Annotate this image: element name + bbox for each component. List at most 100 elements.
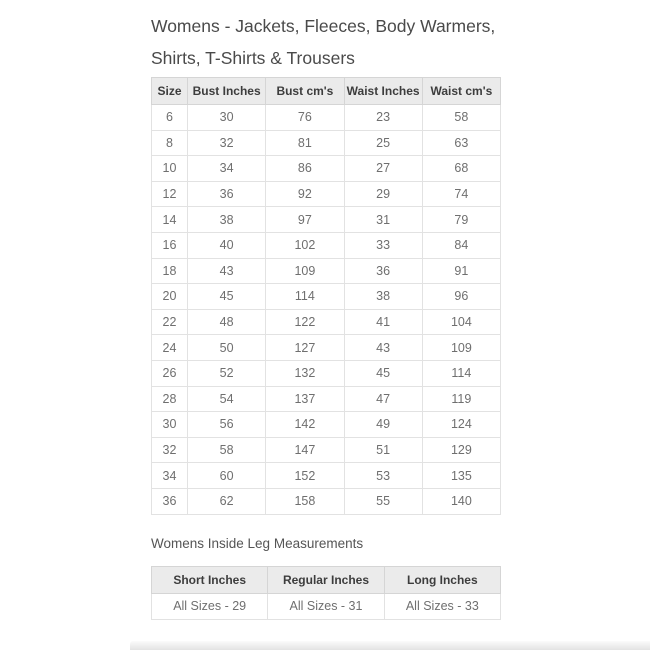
table-cell: 53 xyxy=(343,462,423,489)
table-cell: 8 xyxy=(151,129,188,157)
table-row: 10 34 86 27 68 xyxy=(151,155,502,182)
table-cell: 58 xyxy=(186,436,267,464)
table-cell: All Sizes - 33 xyxy=(383,592,502,620)
table-cell: 30 xyxy=(151,411,188,438)
table-cell: 142 xyxy=(265,411,345,438)
table-cell: 74 xyxy=(421,180,502,208)
table-cell: 34 xyxy=(186,155,267,182)
table-cell: 147 xyxy=(265,436,345,464)
table-cell: 104 xyxy=(421,308,502,336)
table-cell: 68 xyxy=(421,155,502,182)
table-row: 26 52 132 45 114 xyxy=(151,359,502,387)
inside-leg-heading: Womens Inside Leg Measurements xyxy=(151,535,364,551)
table-row: 30 56 142 49 124 xyxy=(151,411,502,438)
table-cell: 14 xyxy=(151,206,188,233)
inside-leg-measurements-table: Short Inches Regular Inches Long Inches All… xyxy=(150,565,502,620)
table-cell: 76 xyxy=(265,104,345,131)
size-guide-page: Womens - Jackets, Fleeces, Body Warmers,… xyxy=(150,10,502,620)
column-header: Bust Inches xyxy=(186,77,267,105)
table-cell: 24 xyxy=(151,334,188,361)
table-cell: 20 xyxy=(151,283,188,310)
column-header: Long Inches xyxy=(383,565,502,594)
table-cell: 18 xyxy=(151,257,188,285)
column-header: Size xyxy=(151,77,188,105)
womens-size-chart-table: Size Bust Inches Bust cm's Waist Inches Wais… xyxy=(151,77,502,515)
table-cell: 38 xyxy=(186,206,267,233)
table-cell: 129 xyxy=(421,436,502,464)
table-cell: 135 xyxy=(421,462,502,489)
header-row: Size Bust Inches Bust cm's Waist Inches Wais… xyxy=(151,77,502,105)
table-row: 36 62 158 55 140 xyxy=(151,487,502,515)
table-cell: 25 xyxy=(343,129,423,157)
table-cell: 23 xyxy=(343,104,423,131)
table-cell: 43 xyxy=(343,334,423,361)
table-cell: 137 xyxy=(265,385,345,413)
table-cell: 51 xyxy=(343,436,423,464)
table-cell: 132 xyxy=(265,359,345,387)
table-row: 34 60 152 53 135 xyxy=(151,462,502,489)
table-cell: 31 xyxy=(343,206,423,233)
table-row: 8 32 81 25 63 xyxy=(151,129,502,157)
table-cell: 32 xyxy=(186,129,267,157)
table-cell: 36 xyxy=(151,487,188,515)
table-cell: 36 xyxy=(186,180,267,208)
table-cell: 58 xyxy=(421,104,502,131)
table-cell: All Sizes - 31 xyxy=(267,592,385,620)
table-cell: 26 xyxy=(151,359,188,387)
table-cell: 30 xyxy=(186,104,267,131)
page-title-line-2: Shirts, T-Shirts & Trousers xyxy=(151,48,355,68)
table-cell: 140 xyxy=(421,487,502,515)
table-cell: 41 xyxy=(343,308,423,336)
page-title: Womens - Jackets, Fleeces, Body Warmers,… xyxy=(151,10,581,74)
table-cell: 84 xyxy=(421,231,502,259)
table-cell: 52 xyxy=(186,359,267,387)
table-cell: 60 xyxy=(186,462,267,489)
table-cell: 109 xyxy=(421,334,502,361)
next-section-edge xyxy=(130,641,650,650)
table-cell: 45 xyxy=(186,283,267,310)
table-cell: 124 xyxy=(421,411,502,438)
table-row: 6 30 76 23 58 xyxy=(151,104,502,131)
table-cell: 158 xyxy=(265,487,345,515)
table-row: 12 36 92 29 74 xyxy=(151,180,502,208)
table-cell: 45 xyxy=(343,359,423,387)
table-cell: 47 xyxy=(343,385,423,413)
table-cell: 56 xyxy=(186,411,267,438)
column-header: Bust cm's xyxy=(265,77,345,105)
table-cell: 38 xyxy=(343,283,423,310)
page-title-line-1: Womens - Jackets, Fleeces, Body Warmers, xyxy=(151,16,496,36)
column-header: Waist Inches xyxy=(343,77,423,105)
table-cell: 10 xyxy=(151,155,188,182)
column-header: Waist cm's xyxy=(421,77,502,105)
table-cell: 16 xyxy=(151,231,188,259)
table-cell: 28 xyxy=(151,385,188,413)
table-row: All Sizes - 29 All Sizes - 31 All Sizes - … xyxy=(150,592,502,620)
table-cell: 96 xyxy=(421,283,502,310)
table-cell: 97 xyxy=(265,206,345,233)
table-cell: 114 xyxy=(265,283,345,310)
table-row: 32 58 147 51 129 xyxy=(151,436,502,464)
table-cell: 54 xyxy=(186,385,267,413)
table-cell: 119 xyxy=(421,385,502,413)
table-cell: 86 xyxy=(265,155,345,182)
table-cell: 92 xyxy=(265,180,345,208)
table-cell: 114 xyxy=(421,359,502,387)
table-cell: 43 xyxy=(186,257,267,285)
column-header: Short Inches xyxy=(150,565,269,594)
table-cell: 63 xyxy=(421,129,502,157)
table-cell: 55 xyxy=(343,487,423,515)
header-row: Short Inches Regular Inches Long Inches xyxy=(150,565,502,594)
table-row: 28 54 137 47 119 xyxy=(151,385,502,413)
table-row: 22 48 122 41 104 xyxy=(151,308,502,336)
table-cell: 62 xyxy=(186,487,267,515)
column-header: Regular Inches xyxy=(267,565,385,594)
table-cell: 6 xyxy=(151,104,188,131)
table-row: 18 43 109 36 91 xyxy=(151,257,502,285)
table-cell: 79 xyxy=(421,206,502,233)
table-cell: 33 xyxy=(343,231,423,259)
table-row: 24 50 127 43 109 xyxy=(151,334,502,361)
table-cell: 81 xyxy=(265,129,345,157)
table-cell: 102 xyxy=(265,231,345,259)
table-row: 16 40 102 33 84 xyxy=(151,231,502,259)
table-cell: 40 xyxy=(186,231,267,259)
